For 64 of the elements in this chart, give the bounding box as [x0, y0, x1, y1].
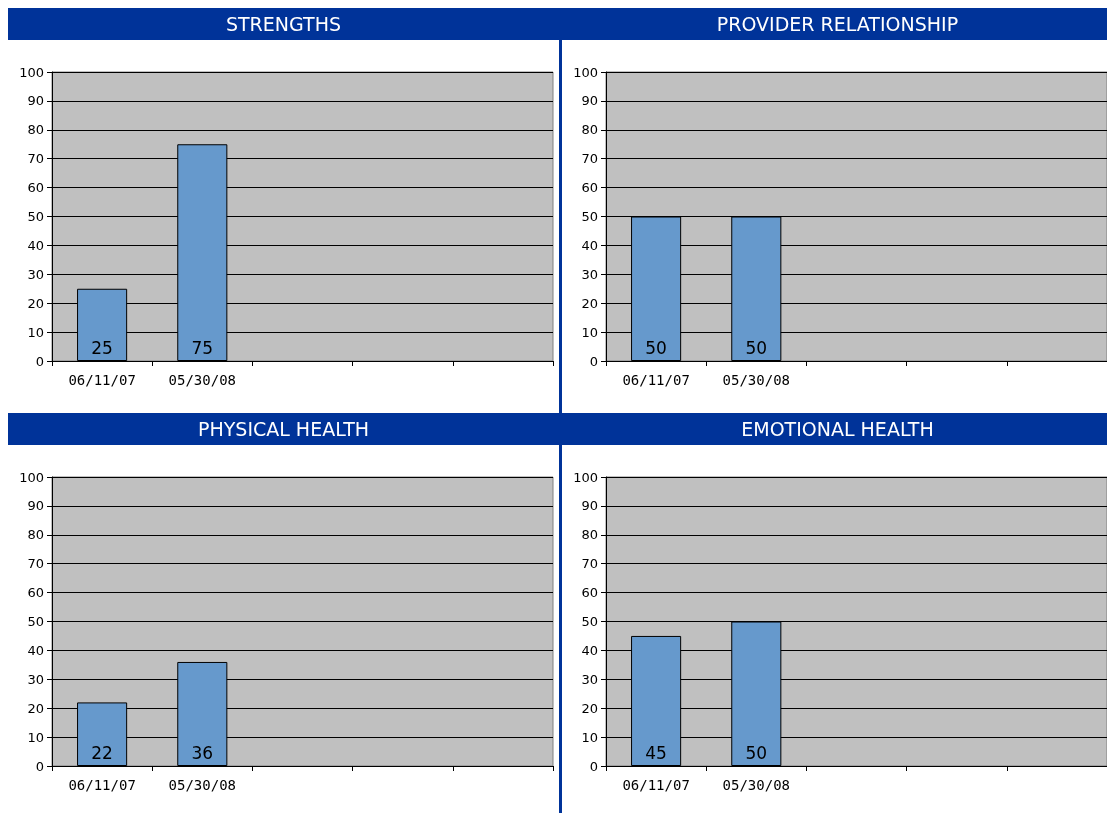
y-tick-label: 90 — [581, 498, 598, 514]
y-tick-label: 60 — [581, 585, 598, 601]
y-tick-label: 20 — [27, 295, 44, 311]
y-tick-label: 60 — [27, 585, 44, 601]
y-tick-label: 20 — [27, 700, 44, 716]
data-label: 36 — [191, 742, 214, 763]
y-tick-label: 20 — [581, 295, 598, 311]
y-tick-label: 90 — [581, 93, 598, 109]
y-tick-label: 10 — [581, 324, 598, 340]
y-tick-label: 50 — [27, 209, 44, 224]
y-tick-label: 70 — [27, 556, 44, 572]
y-tick-label: 30 — [27, 671, 44, 687]
y-tick-label: 80 — [581, 122, 598, 138]
y-tick-label: 30 — [581, 671, 598, 687]
y-tick-label: 100 — [19, 64, 44, 80]
y-tick-label: 0 — [589, 353, 598, 369]
y-tick-label: 90 — [27, 93, 44, 109]
y-tick-label: 30 — [581, 266, 598, 282]
y-tick-label: 100 — [573, 64, 598, 80]
data-label: 25 — [91, 337, 113, 358]
x-tick-label: 06/11/07 — [622, 372, 690, 388]
x-tick-label: 05/30/08 — [722, 372, 791, 388]
y-tick-label: 10 — [27, 324, 44, 340]
y-tick-label: 100 — [573, 469, 598, 485]
data-label: 45 — [645, 742, 667, 763]
y-tick-label: 70 — [581, 556, 598, 572]
y-tick-label: 40 — [581, 237, 598, 253]
data-label: 75 — [191, 337, 214, 358]
y-tick-label: 20 — [581, 700, 598, 716]
y-tick-label: 70 — [27, 151, 44, 167]
y-tick-label: 40 — [27, 642, 44, 658]
data-label: 22 — [91, 742, 113, 763]
y-tick-label: 30 — [27, 266, 44, 282]
y-tick-label: 80 — [27, 527, 44, 543]
y-tick-label: 80 — [581, 527, 598, 543]
x-tick-label: 05/30/08 — [168, 372, 237, 388]
y-tick-label: 60 — [581, 180, 598, 196]
y-tick-label: 10 — [27, 729, 44, 745]
y-tick-label: 90 — [27, 498, 44, 514]
chart-title: EMOTIONAL HEALTH — [562, 413, 1107, 445]
x-tick-label: 05/30/08 — [722, 777, 791, 793]
chart-title: PROVIDER RELATIONSHIP — [562, 8, 1107, 40]
data-label: 50 — [745, 742, 768, 763]
data-label: 50 — [645, 337, 667, 358]
y-tick-label: 40 — [27, 237, 44, 253]
y-tick-label: 100 — [19, 469, 44, 485]
x-tick-label: 06/11/07 — [622, 777, 690, 793]
y-tick-label: 80 — [27, 122, 44, 138]
chart-title: STRENGTHS — [8, 8, 559, 40]
y-tick-label: 0 — [35, 353, 44, 369]
y-tick-label: 50 — [581, 614, 598, 629]
y-tick-label: 50 — [27, 614, 44, 629]
y-tick-label: 70 — [581, 151, 598, 167]
y-tick-label: 0 — [589, 758, 598, 774]
x-tick-label: 06/11/07 — [68, 372, 136, 388]
data-label: 50 — [745, 337, 768, 358]
y-tick-label: 50 — [581, 209, 598, 224]
y-tick-label: 40 — [581, 642, 598, 658]
y-tick-label: 10 — [581, 729, 598, 745]
y-tick-label: 60 — [27, 180, 44, 196]
chart-title: PHYSICAL HEALTH — [8, 413, 559, 445]
y-tick-label: 0 — [35, 758, 44, 774]
x-tick-label: 06/11/07 — [68, 777, 136, 793]
x-tick-label: 05/30/08 — [168, 777, 237, 793]
